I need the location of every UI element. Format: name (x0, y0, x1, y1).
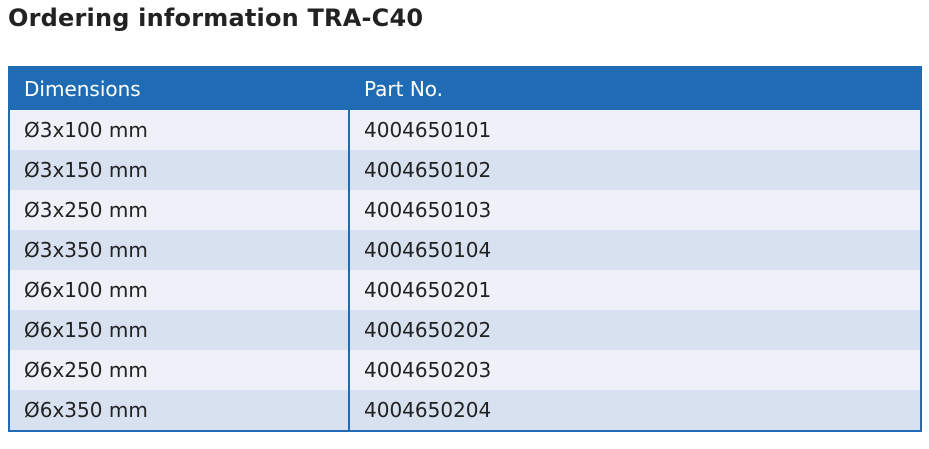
part-number-cell: 4004650103 (348, 190, 922, 230)
table-row: Ø6x250 mm 4004650203 (8, 350, 922, 390)
table-row: Ø3x350 mm 4004650104 (8, 230, 922, 270)
dimension-cell: Ø3x100 mm (8, 110, 350, 150)
part-number-cell: 4004650102 (348, 150, 922, 190)
table-body: Ø3x100 mm 4004650101 Ø3x150 mm 4004650102 Ø3… (8, 110, 922, 431)
table-row: Ø6x350 mm 4004650204 (8, 390, 922, 431)
table-row: Ø3x100 mm 4004650101 (8, 110, 922, 150)
dimension-cell: Ø6x100 mm (8, 270, 350, 310)
title: Ordering information TRA-C40 (8, 4, 424, 32)
table-row: Ø6x150 mm 4004650202 (8, 310, 922, 350)
dimension-cell: Ø3x350 mm (8, 230, 350, 270)
ordering-table: Dimensions Part No. Ø3x100 mm 4004650101 Ø3… (8, 66, 922, 432)
dimension-cell: Ø6x150 mm (8, 310, 350, 350)
column-header: Dimensions (9, 67, 350, 110)
table-row: Ø3x150 mm 4004650102 (8, 150, 922, 190)
table-row: Ø3x250 mm 4004650103 (8, 190, 922, 230)
header-row: Dimensions Part No. (9, 67, 921, 110)
part-number-cell: 4004650101 (348, 110, 922, 150)
part-number-cell: 4004650204 (348, 390, 922, 431)
dimension-cell: Ø3x250 mm (8, 190, 350, 230)
part-number-cell: 4004650104 (348, 230, 922, 270)
part-number-cell: 4004650202 (348, 310, 922, 350)
dimension-cell: Ø6x350 mm (8, 390, 350, 431)
dimension-cell: Ø6x250 mm (8, 350, 350, 390)
part-number-cell: 4004650201 (348, 270, 922, 310)
dimension-cell: Ø3x150 mm (8, 150, 350, 190)
table-row: Ø6x100 mm 4004650201 (8, 270, 922, 310)
part-number-cell: 4004650203 (348, 350, 922, 390)
column-header: Part No. (348, 67, 921, 110)
